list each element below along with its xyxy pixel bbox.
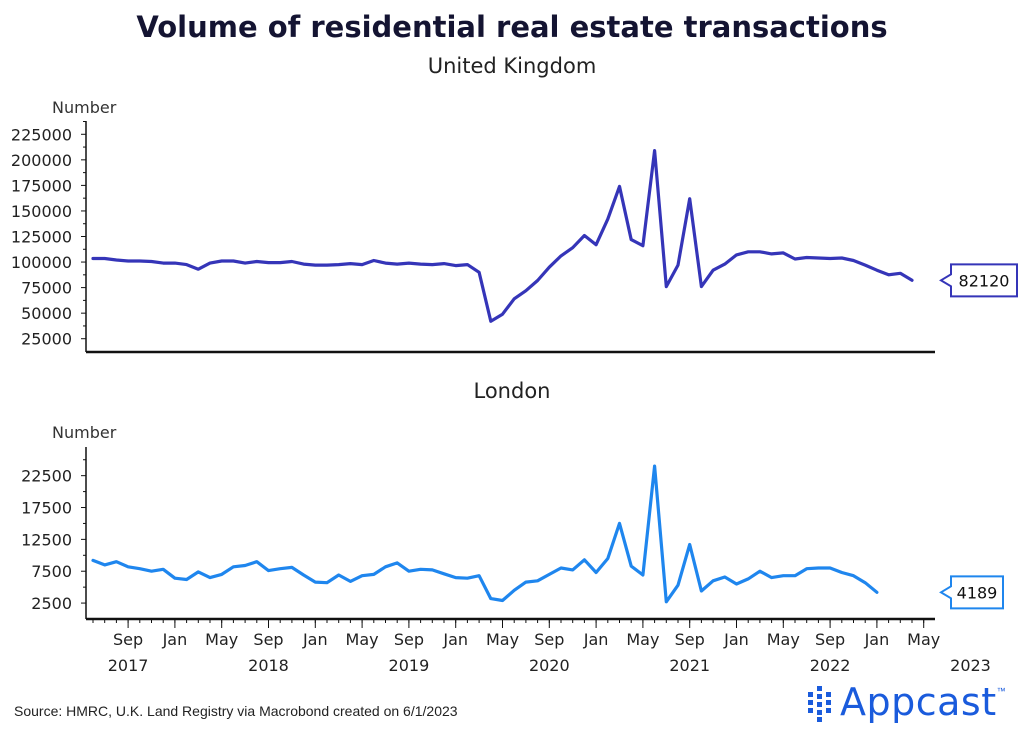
y-tick-label: 150000: [11, 202, 72, 221]
x-tick-label: May: [486, 630, 519, 649]
x-year-label: 2022: [810, 656, 851, 675]
x-tick-label: Jan: [864, 630, 890, 649]
y-tick-label: 7500: [31, 562, 72, 581]
y-tick-label: 225000: [11, 125, 72, 144]
brand-logo: Appcast ™: [806, 680, 1006, 724]
x-tick-label: Jan: [302, 630, 328, 649]
x-tick-label: May: [626, 630, 659, 649]
end-value-label: 82120: [959, 271, 1010, 290]
brand-name: Appcast: [840, 680, 997, 724]
x-year-label: 2020: [529, 656, 570, 675]
x-tick-label: Jan: [442, 630, 468, 649]
y-axis-label: Number: [52, 423, 117, 442]
x-year-label: 2017: [108, 656, 149, 675]
y-tick-label: 2500: [31, 594, 72, 613]
x-tick-label: Sep: [253, 630, 283, 649]
brand-trademark: ™: [996, 686, 1006, 696]
chart-title: Volume of residential real estate transa…: [136, 10, 888, 44]
x-tick-label: Sep: [815, 630, 845, 649]
y-tick-label: 12500: [21, 530, 72, 549]
appcast-logo-icon: [808, 686, 831, 722]
x-year-label: 2023: [950, 656, 991, 675]
x-tick-label: May: [346, 630, 379, 649]
y-tick-label: 22500: [21, 467, 72, 486]
series-line: [91, 149, 914, 323]
y-tick-label: 175000: [11, 176, 72, 195]
end-value-callout: [939, 263, 1018, 298]
x-tick-label: Jan: [723, 630, 749, 649]
x-tick-label: May: [767, 630, 800, 649]
y-tick-label: 125000: [11, 228, 72, 247]
x-tick-label: Sep: [534, 630, 564, 649]
source-note: Source: HMRC, U.K. Land Registry via Mac…: [14, 703, 458, 719]
x-tick-label: Sep: [394, 630, 424, 649]
end-value-callout: [939, 575, 1004, 610]
end-value-label: 4189: [957, 583, 998, 602]
y-tick-label: 25000: [21, 330, 72, 349]
x-year-label: 2021: [669, 656, 710, 675]
x-year-label: 2019: [389, 656, 430, 675]
series-line: [91, 464, 879, 604]
x-year-label: 2018: [248, 656, 289, 675]
y-tick-label: 100000: [11, 253, 72, 272]
y-tick-label: 50000: [21, 304, 72, 323]
x-tick-label: May: [205, 630, 238, 649]
x-tick-label: May: [907, 630, 940, 649]
x-tick-label: Jan: [583, 630, 609, 649]
y-tick-label: 200000: [11, 151, 72, 170]
uk-chart-title: United Kingdom: [427, 54, 597, 78]
y-tick-label: 17500: [21, 499, 72, 518]
x-tick-label: Sep: [113, 630, 143, 649]
london-chart-title: London: [474, 379, 551, 403]
y-axis-label: Number: [52, 98, 117, 117]
x-tick-label: Jan: [162, 630, 188, 649]
x-tick-label: Sep: [675, 630, 705, 649]
y-tick-label: 75000: [21, 279, 72, 298]
